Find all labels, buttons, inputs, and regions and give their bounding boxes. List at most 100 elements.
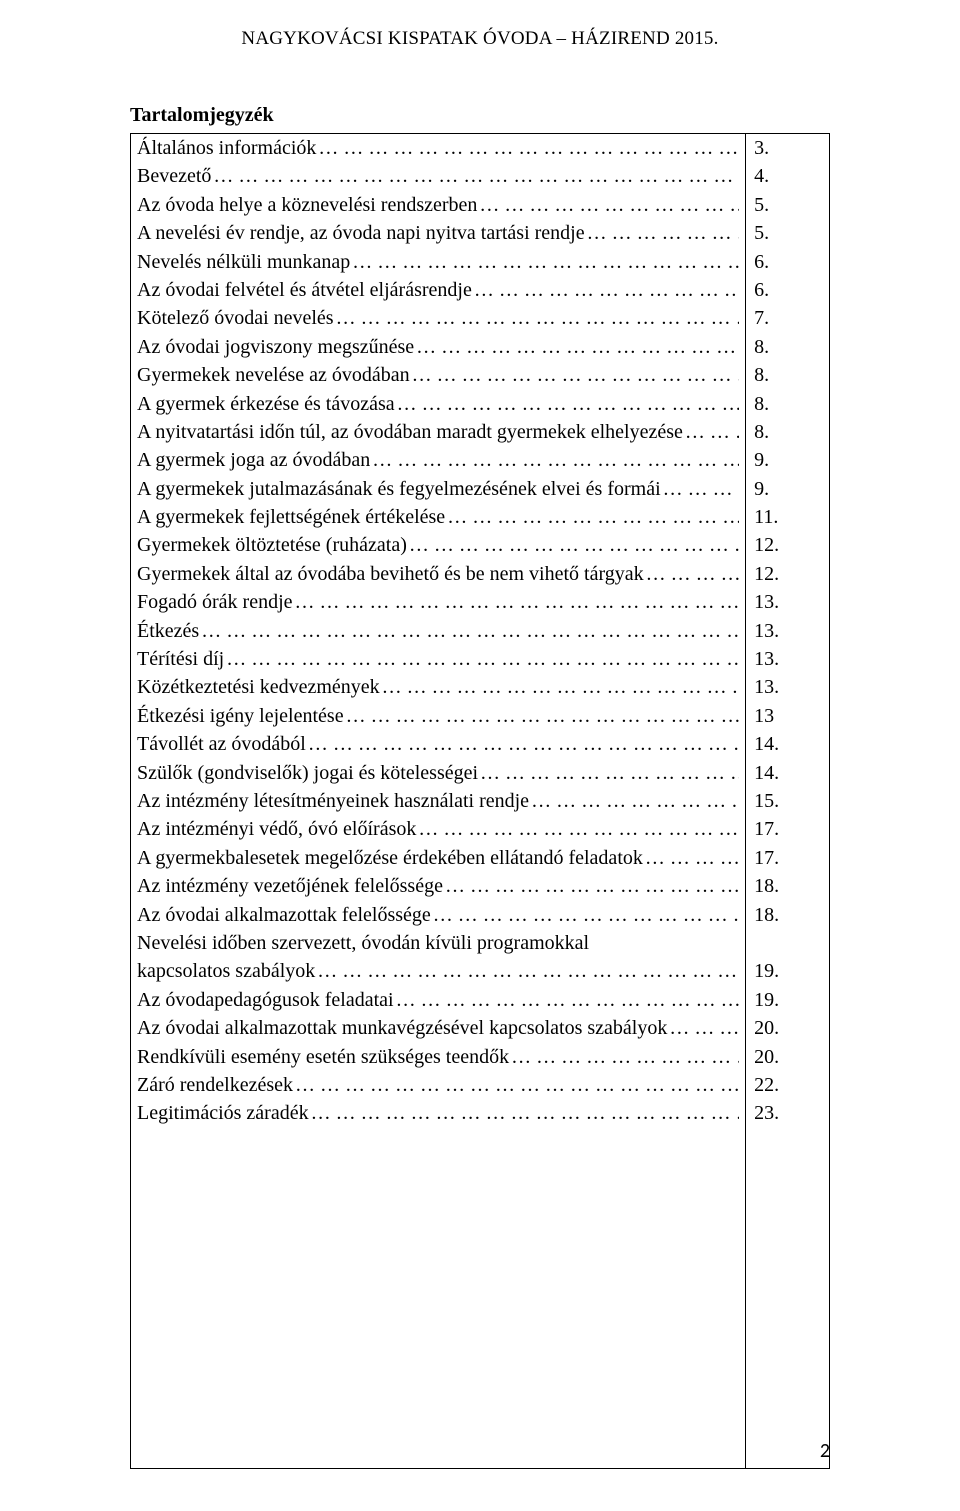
toc-label: Fogadó órák rendje [137,588,293,616]
toc-page-number: 15. [754,787,823,815]
toc-leader: … … … … … … … … … … … … … … … … … … … … … [394,986,740,1014]
toc-page-cell: 8. [746,390,830,418]
toc-label: Legitimációs záradék [137,1099,309,1127]
toc-leader: … … … … … … … … … … … … … … … … … … … … … [316,134,739,162]
toc-page-blank [754,929,823,957]
toc-leader: … … … … … … … … … … … … … … … … … … … … … [585,219,740,247]
toc-page-cell: 18. [746,872,830,900]
toc-page-cell: 20. [746,1043,830,1071]
toc-page-number: 8. [754,418,823,446]
toc-row: Étkezési igény lejelentése… … … … … … … … [131,702,830,730]
toc-page-cell: 13. [746,673,830,701]
toc-blank-cell [131,1128,746,1156]
toc-leader: … … … … … … … … … … … … … … … … … … … … … [199,617,739,645]
toc-page-number: 8. [754,390,823,418]
toc-line: Közétkeztetési kedvezmények… … … … … … …… [137,673,739,701]
toc-page-number: 20. [754,1014,823,1042]
toc-label: Bevezető [137,162,211,190]
toc-row: Záró rendelkezések… … … … … … … … … … … … [131,1071,830,1099]
toc-blank-cell [131,1326,746,1354]
toc-leader: … … … … … … … … … … … … … … … … … … … … … [477,191,739,219]
toc-blank-cell [746,1184,830,1212]
toc-label: A gyermekek fejlettségének értékelése [137,503,445,531]
toc-page-cell: 7. [746,304,830,332]
toc-label-cell: Gyermekek által az óvodába bevihető és b… [131,560,746,588]
toc-leader: … … … … … … … … … … … … … … … … … … … … … [309,1099,740,1127]
toc-row: Térítési díj… … … … … … … … … … … … … … … [131,645,830,673]
toc-line: A gyermek joga az óvodában… … … … … … … … [137,446,739,474]
toc-blank-row [131,1156,830,1184]
toc-blank-cell [746,1298,830,1326]
toc-leader: … … … … … … … … … … … … … … … … … … … … … [370,446,739,474]
toc-line: Térítési díj… … … … … … … … … … … … … … … [137,645,739,673]
toc-row: A gyermekek jutalmazásának és fegyelmezé… [131,475,830,503]
toc-label: Gyermekek nevelése az óvodában [137,361,410,389]
toc-leader: … … … … … … … … … … … … … … … … … … … … … [478,759,739,787]
toc-blank-cell [131,1156,746,1184]
toc-page-cell: 17. [746,815,830,843]
toc-line: A gyermekek jutalmazásának és fegyelmezé… [137,475,739,503]
toc-row: A nevelési év rendje, az óvoda napi nyit… [131,219,830,247]
toc-blank-cell [131,1412,746,1440]
toc-page-number: 6. [754,248,823,276]
toc-label-cell: Az óvodapedagógusok feladatai… … … … … …… [131,986,746,1014]
toc-label: Térítési díj [137,645,224,673]
toc-row: Gyermekek által az óvodába bevihető és b… [131,560,830,588]
toc-page-cell: 14. [746,730,830,758]
toc-label: kapcsolatos szabályok [137,957,315,985]
toc-blank-cell [746,1326,830,1354]
page: NAGYKOVÁCSI KISPATAK ÓVODA – HÁZIREND 20… [0,0,960,1511]
toc-label: Kötelező óvodai nevelés [137,304,334,332]
toc-page-cell: 22. [746,1071,830,1099]
toc-page-cell: 15. [746,787,830,815]
toc-label: Gyermekek öltöztetése (ruházata) [137,531,407,559]
toc-page-cell: 23. [746,1099,830,1127]
toc-leader: … … … … … … … … … … … … … … … … … … … … … [407,531,739,559]
toc-line: Az óvodai alkalmazottak munkavégzésével … [137,1014,739,1042]
toc-page-number: 19. [754,957,823,985]
toc-leader: … … … … … … … … … … … … … … … … … … … … … [380,673,739,701]
toc-line: Az óvoda helye a köznevelési rendszerben… [137,191,739,219]
toc-leader: … … … … … … … … … … … … … … … … … … … … … [224,645,739,673]
toc-label-cell: A gyermek joga az óvodában… … … … … … … … [131,446,746,474]
toc-line: Záró rendelkezések… … … … … … … … … … … … [137,1071,739,1099]
toc-label-cell: Szülők (gondviselők) jogai és kötelesség… [131,759,746,787]
toc-label-cell: Záró rendelkezések… … … … … … … … … … … … [131,1071,746,1099]
toc-row: Általános információk… … … … … … … … … …… [131,134,830,163]
toc-page-number: 12. [754,560,823,588]
toc-label-cell: Bevezető… … … … … … … … … … … … … … … … … [131,162,746,190]
toc-blank-row [131,1241,830,1269]
toc-blank-cell [131,1355,746,1383]
toc-row: Az óvoda helye a köznevelési rendszerben… [131,191,830,219]
toc-row: Az intézményi védő, óvó előírások… … … …… [131,815,830,843]
toc-label-cell: A nevelési év rendje, az óvoda napi nyit… [131,219,746,247]
toc-page-number: 9. [754,475,823,503]
toc-row: Az óvodai alkalmazottak munkavégzésével … [131,1014,830,1042]
toc-blank-row [131,1412,830,1440]
toc-blank-row [131,1383,830,1411]
toc-label: A gyermek joga az óvodában [137,446,370,474]
toc-leader: … … … … … … … … … … … … … … … … … … … … … [410,361,739,389]
toc-leader: … … … … … … … … … … … … … … … … … … … … … [472,276,739,304]
toc-label: Távollét az óvodából [137,730,306,758]
toc-label-cell: Az óvodai alkalmazottak felelőssége… … …… [131,901,746,929]
toc-label: Étkezés [137,617,199,645]
toc-leader: … … … … … … … … … … … … … … … … … … … … … [661,475,739,503]
toc-row: Legitimációs záradék… … … … … … … … … … … [131,1099,830,1127]
toc-row: Szülők (gondviselők) jogai és kötelesség… [131,759,830,787]
toc-line: A gyermekek fejlettségének értékelése… …… [137,503,739,531]
toc-label-cell: Közétkeztetési kedvezmények… … … … … … …… [131,673,746,701]
toc-page-cell: 4. [746,162,830,190]
toc-page-number: 14. [754,759,823,787]
toc-label-cell: Legitimációs záradék… … … … … … … … … … … [131,1099,746,1127]
toc-line: Az óvodai jogviszony megszűnése… … … … …… [137,333,739,361]
toc-row: A gyermekbalesetek megelőzése érdekében … [131,844,830,872]
toc-label-cell: Az intézmény vezetőjének felelőssége… … … [131,872,746,900]
toc-body: Általános információk… … … … … … … … … …… [131,134,830,1469]
toc-page-number: 6. [754,276,823,304]
toc-leader: … … … … … … … … … … … … … … … … … … … … … [293,1071,739,1099]
toc-label: Az intézmény létesítményeinek használati… [137,787,529,815]
toc-row: A nyitvatartási időn túl, az óvodában ma… [131,418,830,446]
toc-page-number: 5. [754,219,823,247]
toc-leader: … … … … … … … … … … … … … … … … … … … … … [644,560,739,588]
